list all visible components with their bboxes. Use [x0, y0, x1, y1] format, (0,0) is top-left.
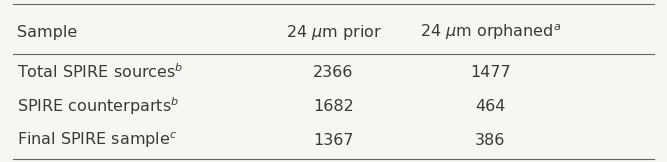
Text: 1477: 1477 — [470, 65, 510, 80]
Text: Sample: Sample — [17, 25, 77, 40]
Text: 2366: 2366 — [313, 65, 354, 80]
Text: 24 $\mu$m prior: 24 $\mu$m prior — [285, 23, 382, 42]
Text: 464: 464 — [475, 99, 506, 114]
Text: 24 $\mu$m orphaned$^{a}$: 24 $\mu$m orphaned$^{a}$ — [420, 23, 561, 42]
Text: Total SPIRE sources$^{b}$: Total SPIRE sources$^{b}$ — [17, 63, 183, 81]
Text: 1682: 1682 — [313, 99, 354, 114]
Text: SPIRE counterparts$^{b}$: SPIRE counterparts$^{b}$ — [17, 95, 179, 117]
Text: 386: 386 — [475, 133, 506, 148]
Text: Final SPIRE sample$^{c}$: Final SPIRE sample$^{c}$ — [17, 130, 177, 150]
Text: 1367: 1367 — [313, 133, 354, 148]
